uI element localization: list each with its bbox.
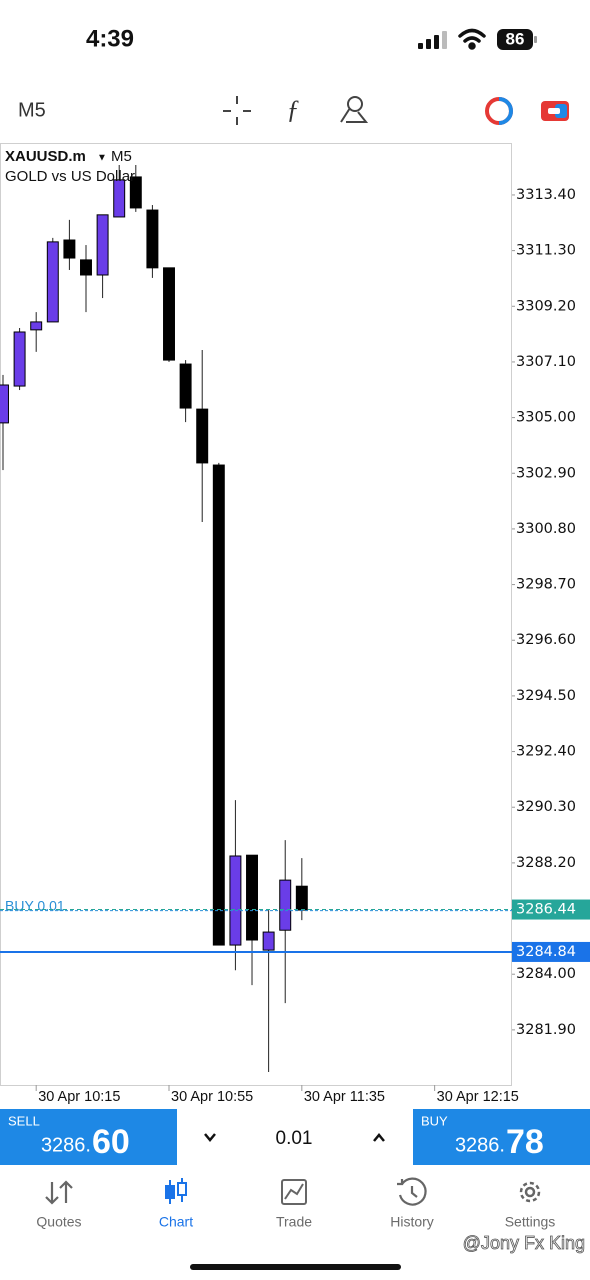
chart-timeframe: M5 xyxy=(111,148,132,165)
status-time: 4:39 xyxy=(86,25,134,52)
candle-body xyxy=(212,464,225,946)
y-tick-label: 3307.10 xyxy=(516,354,576,370)
objects-button[interactable] xyxy=(340,96,369,123)
candle-body xyxy=(30,321,43,331)
order-label: BUY 0.01 xyxy=(5,897,65,913)
volume-down[interactable] xyxy=(204,1133,216,1142)
candle-body xyxy=(163,267,175,361)
candle-body xyxy=(246,854,258,941)
volume: 0.01 xyxy=(276,1128,313,1149)
candle-body xyxy=(229,855,242,946)
price-label: 3286.44 xyxy=(516,902,576,918)
y-tick-label: 3311.30 xyxy=(516,243,576,259)
home-indicator xyxy=(190,1264,401,1270)
sell-price-suffix: 60 xyxy=(92,1123,130,1161)
y-tick-label: 3294.50 xyxy=(516,688,576,704)
candle-body xyxy=(262,931,275,951)
y-tick-label: 3281.90 xyxy=(516,1022,576,1038)
volume-up[interactable] xyxy=(373,1133,385,1142)
y-tick-label: 3288.20 xyxy=(516,855,576,871)
candle-body xyxy=(96,214,109,276)
buy-label: BUY xyxy=(421,1113,448,1128)
candle-body xyxy=(146,209,159,269)
candle-body xyxy=(129,176,142,209)
y-tick-label: 3305.00 xyxy=(516,410,576,426)
quotes-icon[interactable] xyxy=(45,1180,73,1205)
battery xyxy=(497,29,533,50)
battery-cap xyxy=(534,36,537,43)
symbol: XAUUSD.m xyxy=(5,148,86,165)
y-tick-label: 3309.20 xyxy=(516,298,576,314)
tab-label[interactable]: Quotes xyxy=(36,1214,81,1230)
candle-body xyxy=(63,239,76,259)
candle-body xyxy=(80,259,92,276)
y-tick-label: 3298.70 xyxy=(516,577,576,593)
account-button[interactable] xyxy=(485,97,513,125)
y-tick-label: 3292.40 xyxy=(516,744,576,760)
candle-body xyxy=(46,241,59,323)
y-tick-label: 3284.00 xyxy=(516,966,576,982)
symbol-dropdown[interactable]: ▼ xyxy=(97,153,107,164)
candle-body xyxy=(196,408,209,464)
chart-area[interactable] xyxy=(0,143,512,1086)
tab-label[interactable]: Trade xyxy=(276,1214,312,1230)
tab-label[interactable]: History xyxy=(390,1214,434,1230)
crosshair-button[interactable] xyxy=(223,96,251,125)
tab-label[interactable]: Chart xyxy=(159,1214,193,1230)
price-label: 3284.84 xyxy=(516,944,576,960)
signal-icon xyxy=(418,31,447,49)
buy-price-suffix: 78 xyxy=(506,1123,544,1161)
x-tick-label: 30 Apr 11:35 xyxy=(304,1089,385,1105)
history-icon[interactable] xyxy=(397,1177,427,1206)
price-label-box xyxy=(512,899,590,920)
x-tick-label: 30 Apr 10:15 xyxy=(38,1089,120,1105)
y-tick-label: 3313.40 xyxy=(516,187,576,203)
tab-label[interactable]: Settings xyxy=(505,1214,556,1230)
x-tick-label: 30 Apr 12:15 xyxy=(437,1089,519,1105)
x-tick-label: 30 Apr 10:55 xyxy=(171,1089,253,1105)
candle-body xyxy=(13,331,26,387)
candles xyxy=(0,164,308,1073)
tab-bar: Quotes Chart Trade History Settings xyxy=(36,1214,555,1230)
watermark: @Jony Fx King xyxy=(463,1233,585,1253)
sell-button[interactable] xyxy=(0,1109,177,1165)
candle-body xyxy=(295,885,308,911)
y-tick-label: 3300.80 xyxy=(516,521,576,537)
candle-body xyxy=(179,363,192,409)
symbol-description: GOLD vs US Dollar xyxy=(5,168,135,185)
y-tick-label: 3290.30 xyxy=(516,799,576,815)
indicators-button[interactable]: ƒ xyxy=(287,95,300,124)
sell-price-prefix: 3286. xyxy=(41,1134,91,1156)
candle-body xyxy=(113,179,126,218)
candle-body xyxy=(0,384,9,424)
battery-level: 86 xyxy=(506,29,525,48)
timeframe-button[interactable]: M5 xyxy=(18,99,46,121)
wifi-icon xyxy=(458,28,486,50)
trade-icon[interactable] xyxy=(281,1179,307,1205)
trade-button[interactable] xyxy=(541,101,569,121)
y-tick-label: 3296.60 xyxy=(516,632,576,648)
settings-icon[interactable] xyxy=(519,1181,541,1203)
chart-icon[interactable] xyxy=(165,1178,187,1204)
buy-button[interactable] xyxy=(413,1109,590,1165)
buy-price-prefix: 3286. xyxy=(455,1134,505,1156)
candle-body xyxy=(279,879,292,931)
y-tick-label: 3302.90 xyxy=(516,465,576,481)
sell-label: SELL xyxy=(8,1113,40,1128)
price-label-box xyxy=(512,941,590,962)
